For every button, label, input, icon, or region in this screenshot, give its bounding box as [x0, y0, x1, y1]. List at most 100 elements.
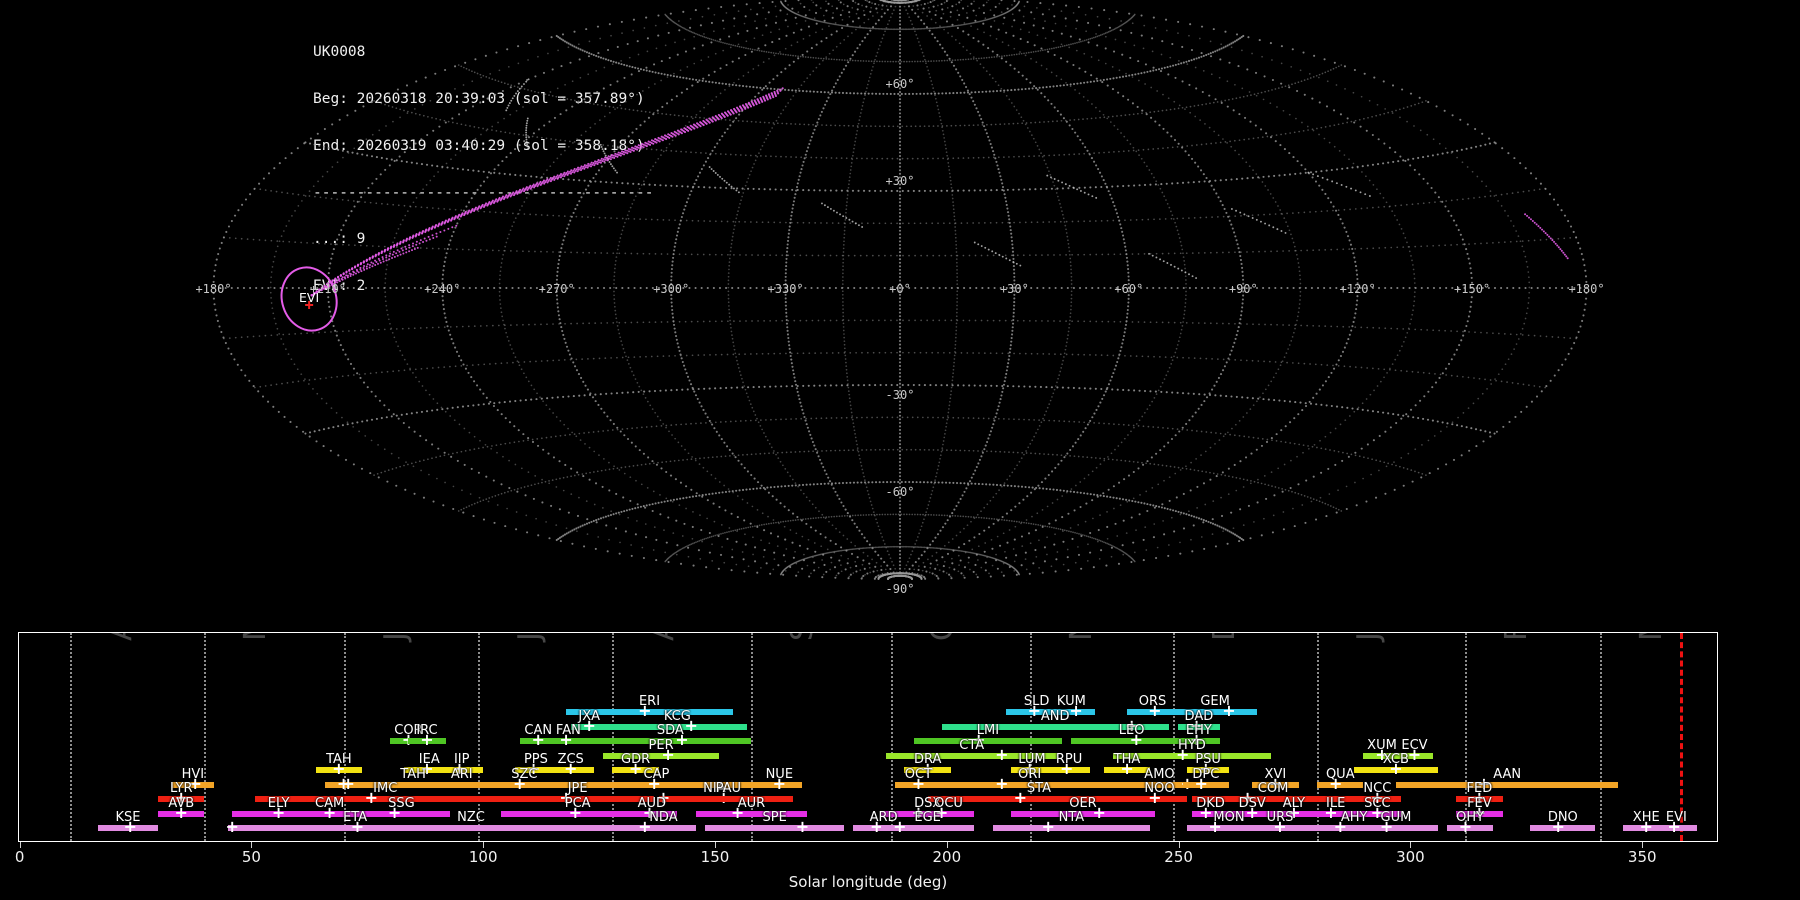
shower-activity-bar[interactable] — [630, 825, 696, 831]
shower-activity-bar[interactable] — [881, 825, 975, 831]
shower-activity-bar[interactable] — [1103, 767, 1151, 773]
shower-activity-bar[interactable] — [315, 767, 363, 773]
shower-code-label: AUR — [737, 795, 766, 811]
shower-activity-bar[interactable] — [1655, 825, 1698, 831]
shower-activity-bar[interactable] — [1395, 781, 1619, 788]
shower-activity-bar[interactable] — [403, 767, 455, 773]
sky-lon-label: +120° — [1340, 282, 1376, 296]
shower-activity-bar[interactable] — [695, 810, 808, 817]
shower-activity-bar[interactable] — [1006, 709, 1067, 715]
shower-activity-bar[interactable] — [1395, 752, 1433, 759]
shower-activity-bar[interactable] — [1229, 810, 1276, 817]
shower-activity-bar[interactable] — [1530, 825, 1596, 831]
shower-activity-bar[interactable] — [1363, 752, 1401, 759]
shower-activity-bar[interactable] — [607, 723, 747, 730]
shower-activity-bar[interactable] — [927, 781, 1132, 788]
shower-activity-bar[interactable] — [1623, 825, 1670, 831]
shower-activity-bar[interactable] — [519, 738, 557, 744]
shower-activity-bar[interactable] — [913, 738, 1063, 744]
shower-code-label: ETA — [343, 810, 368, 825]
shower-activity-bar[interactable] — [1117, 781, 1202, 788]
shower-activity-bar[interactable] — [1187, 767, 1229, 773]
shower-activity-bar[interactable] — [1127, 709, 1178, 715]
shower-activity-bar[interactable] — [97, 825, 159, 831]
shower-activity-bar[interactable] — [705, 825, 845, 831]
shower-code-label: SCC — [1364, 795, 1391, 811]
shower-activity-bar[interactable] — [547, 738, 590, 744]
shower-activity-bar[interactable] — [1131, 796, 1188, 802]
shower-activity-bar[interactable] — [547, 767, 594, 773]
shower-activity-bar[interactable] — [1354, 825, 1438, 831]
shower-peak-marker: + — [675, 730, 689, 749]
shower-activity-bar[interactable] — [927, 796, 1151, 802]
shower-peak-marker: + — [452, 759, 467, 778]
shower-activity-bar[interactable] — [1354, 810, 1401, 817]
shower-activity-bar[interactable] — [756, 781, 803, 788]
shower-activity-bar[interactable] — [1191, 810, 1229, 817]
shower-activity-bar[interactable] — [515, 767, 557, 773]
shower-activity-bar[interactable] — [352, 810, 451, 817]
shower-activity-bar[interactable] — [158, 810, 205, 817]
shower-activity-bar[interactable] — [1182, 781, 1229, 788]
shower-activity-bar[interactable] — [663, 796, 794, 802]
shower-activity-bar[interactable] — [1446, 825, 1494, 831]
shower-activity-bar[interactable] — [501, 810, 655, 817]
shower-activity-bar[interactable] — [1317, 781, 1364, 788]
shower-activity-bar[interactable] — [232, 810, 325, 817]
shower-code-label: XVI — [1264, 766, 1287, 782]
shower-activity-bar[interactable] — [501, 781, 548, 788]
shower-code-label: AVB — [168, 795, 195, 811]
shower-activity-bar[interactable] — [885, 752, 1058, 759]
shower-activity-bar[interactable] — [1011, 810, 1155, 817]
shower-activity-bar[interactable] — [895, 781, 942, 788]
shower-code-label: NCC — [1363, 781, 1392, 796]
shower-activity-bar[interactable] — [301, 810, 358, 817]
shower-activity-bar[interactable] — [626, 810, 678, 817]
shower-activity-bar[interactable] — [1011, 767, 1053, 773]
shower-activity-bar[interactable] — [1178, 723, 1220, 730]
shower-activity-bar[interactable] — [904, 767, 951, 773]
shower-peak-marker: + — [971, 730, 986, 749]
shower-activity-bar[interactable] — [1252, 781, 1299, 788]
shower-activity-bar[interactable] — [992, 825, 1151, 831]
shower-activity-bar[interactable] — [603, 752, 720, 759]
shower-activity-bar[interactable] — [1113, 752, 1271, 759]
shower-code-label: XCB — [1382, 752, 1409, 767]
shower-activity-bar[interactable] — [1048, 767, 1090, 773]
shower-activity-bar[interactable] — [570, 723, 608, 730]
shower-activity-bar[interactable] — [408, 738, 446, 744]
shower-activity-bar[interactable] — [440, 767, 483, 773]
shower-activity-bar[interactable] — [1312, 810, 1359, 817]
shower-activity-bar[interactable] — [158, 796, 205, 802]
shower-activity-bar[interactable] — [923, 810, 975, 817]
shower-activity-bar[interactable] — [1187, 825, 1271, 831]
shower-activity-bar[interactable] — [171, 781, 214, 788]
shower-activity-bar[interactable] — [1456, 810, 1503, 817]
shower-activity-bar[interactable] — [1191, 796, 1355, 802]
shower-activity-bar[interactable] — [1354, 796, 1401, 802]
shower-activity-bar[interactable] — [1456, 796, 1503, 802]
shower-activity-bar[interactable] — [1071, 738, 1192, 744]
shower-code-label: MON — [1213, 810, 1245, 825]
shower-activity-bar[interactable] — [348, 781, 576, 788]
shower-activity-bar[interactable] — [1270, 810, 1318, 817]
shower-activity-bar[interactable] — [941, 723, 1169, 730]
shower-activity-bar[interactable] — [1354, 767, 1438, 773]
shower-activity-bar[interactable] — [1178, 738, 1220, 744]
shower-activity-bar[interactable] — [389, 738, 427, 744]
shower-activity-bar[interactable] — [612, 767, 659, 773]
shower-activity-bar[interactable] — [501, 796, 655, 802]
shower-activity-bar[interactable] — [1252, 825, 1308, 831]
shower-activity-bar[interactable] — [278, 825, 664, 831]
shower-activity-bar[interactable] — [255, 796, 516, 802]
shower-activity-bar[interactable] — [566, 709, 733, 715]
shower-activity-bar[interactable] — [589, 738, 752, 744]
month-label: JUL — [512, 633, 547, 641]
sky-lon-label: +180° — [195, 282, 231, 296]
shower-activity-bar[interactable] — [552, 781, 761, 788]
shower-activity-bar[interactable] — [1048, 709, 1095, 715]
shower-activity-bar[interactable] — [1173, 709, 1257, 715]
shower-code-label: LMI — [976, 723, 1000, 738]
shower-code-label: NDA — [649, 810, 678, 825]
current-solar-longitude-marker — [1679, 633, 1683, 841]
